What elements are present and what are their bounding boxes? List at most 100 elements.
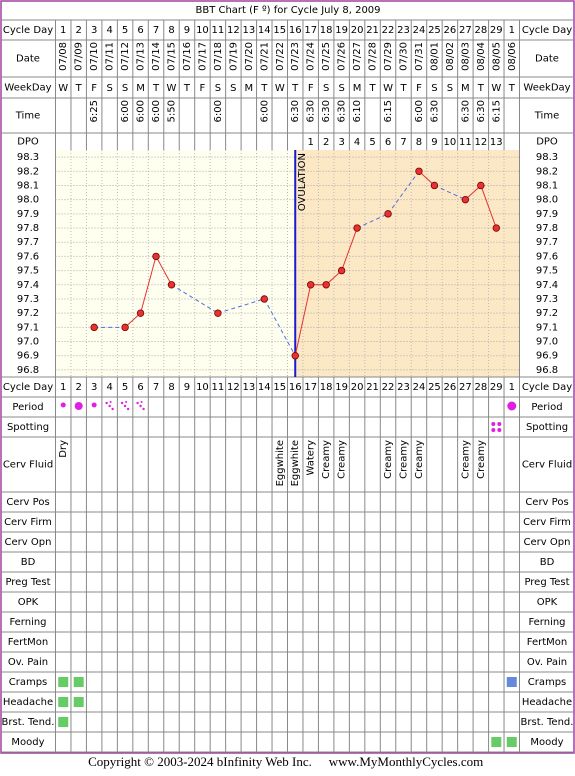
cycle-day: 5	[122, 25, 128, 36]
row-label: Cerv Opn	[524, 537, 571, 548]
icon-box	[58, 717, 69, 727]
time: 6:00	[213, 100, 224, 122]
date: 07/28	[368, 42, 379, 71]
weekday: S	[338, 83, 344, 94]
row-label: Time	[534, 111, 559, 122]
row-label: DPO	[536, 137, 558, 148]
cycle-day: 7	[153, 25, 159, 36]
weekday: W	[167, 83, 177, 94]
cycle-day: 19	[335, 25, 348, 36]
cycle-day: 16	[289, 382, 302, 393]
temp-point	[477, 181, 485, 190]
row-label: Headache	[522, 697, 572, 708]
cycle-day: 4	[106, 382, 112, 393]
icon-dot	[91, 402, 97, 408]
cerv-fluid: Eggwhite	[275, 440, 286, 486]
time: 6:30	[306, 100, 317, 122]
cycle-day: 5	[122, 382, 128, 393]
row-label: Cerv Pos	[525, 497, 568, 508]
weekday: T	[477, 83, 485, 94]
row-label: Date	[16, 54, 40, 65]
date: 07/19	[228, 42, 239, 71]
cerv-fluid: Creamy	[476, 440, 487, 479]
time: 6:00	[151, 100, 162, 122]
date: 07/31	[414, 42, 425, 71]
weekday: T	[75, 83, 83, 94]
y-tick-label: 98.2	[17, 166, 39, 177]
icon-box	[58, 677, 69, 687]
weekday: W	[491, 83, 501, 94]
temp-point	[291, 352, 299, 360]
row-label: Preg Test	[5, 577, 50, 588]
cycle-day: 8	[168, 382, 174, 393]
row-label: WeekDay	[4, 83, 51, 94]
weekday: S	[230, 83, 236, 94]
cycle-day: 1	[509, 25, 515, 36]
temp-point	[492, 224, 500, 232]
icon-dot	[108, 404, 111, 408]
icon-box	[491, 737, 502, 747]
row-label: DPO	[17, 137, 39, 148]
date: 08/05	[491, 42, 502, 71]
time: 6:15	[383, 100, 394, 122]
row-label: Cycle Day	[3, 382, 53, 393]
temp-segment	[341, 227, 358, 271]
cycle-day: 29	[490, 25, 503, 36]
row-label: Cerv Firm	[523, 517, 571, 528]
row-label: Ov. Pain	[8, 657, 48, 668]
cycle-day: 10	[196, 382, 209, 393]
row-label: Cramps	[9, 677, 48, 688]
cycle-day: 3	[91, 382, 97, 393]
row-label: FertMon	[8, 637, 48, 648]
weekday: T	[152, 83, 160, 94]
weekday: F	[200, 83, 206, 94]
row-label: Cerv Firm	[4, 517, 52, 528]
cycle-day: 26	[444, 25, 457, 36]
temp-segment	[480, 185, 497, 229]
cycle-day: 27	[459, 382, 472, 393]
cycle-day: 10	[196, 25, 209, 36]
cycle-day: 1	[509, 382, 515, 393]
temp-point	[307, 281, 315, 289]
date: 07/17	[197, 42, 208, 71]
temp-segment	[263, 298, 296, 356]
time: 6:25	[89, 100, 100, 122]
weekday: T	[508, 83, 516, 94]
cerv-fluid: Creamy	[460, 440, 471, 479]
y-tick-label: 98.0	[536, 195, 558, 206]
date: 07/16	[182, 42, 193, 71]
row-label: Moody	[11, 737, 44, 748]
icon-dot	[123, 404, 127, 408]
icon-dot	[126, 407, 130, 411]
temp-segment	[387, 170, 420, 215]
cycle-day: 7	[153, 382, 159, 393]
date: 07/11	[105, 42, 116, 71]
row-label: FertMon	[527, 637, 567, 648]
cerv-fluid: Eggwhite	[290, 440, 301, 486]
weekday: S	[323, 83, 329, 94]
cycle-day: 14	[258, 25, 271, 36]
time: 6:10	[352, 100, 363, 122]
cycle-day: 11	[212, 25, 225, 36]
date: 08/06	[507, 42, 518, 71]
row-label: OPK	[537, 597, 558, 608]
cycle-day: 11	[212, 382, 225, 393]
row-label: Cycle Day	[522, 25, 572, 36]
cycle-day: 18	[320, 25, 333, 36]
y-tick-label: 97.7	[17, 237, 39, 248]
row-label: Ov. Pain	[527, 657, 567, 668]
weekday: F	[416, 83, 422, 94]
cycle-day: 26	[444, 382, 457, 393]
time: 6:30	[476, 100, 487, 122]
weekday: F	[91, 83, 97, 94]
y-tick-label: 97.4	[17, 280, 39, 291]
date: 07/23	[290, 42, 301, 71]
cycle-day: 25	[428, 25, 441, 36]
weekday: S	[122, 83, 128, 94]
y-tick-label: 97.4	[536, 280, 558, 291]
chart-title: BBT Chart (F º) for Cycle July 8, 2009	[195, 5, 380, 16]
temp-segment	[155, 256, 172, 286]
site-link: www.MyMonthlyCycles.com	[329, 754, 483, 769]
icon-box	[73, 677, 84, 687]
cycle-day: 27	[459, 25, 472, 36]
